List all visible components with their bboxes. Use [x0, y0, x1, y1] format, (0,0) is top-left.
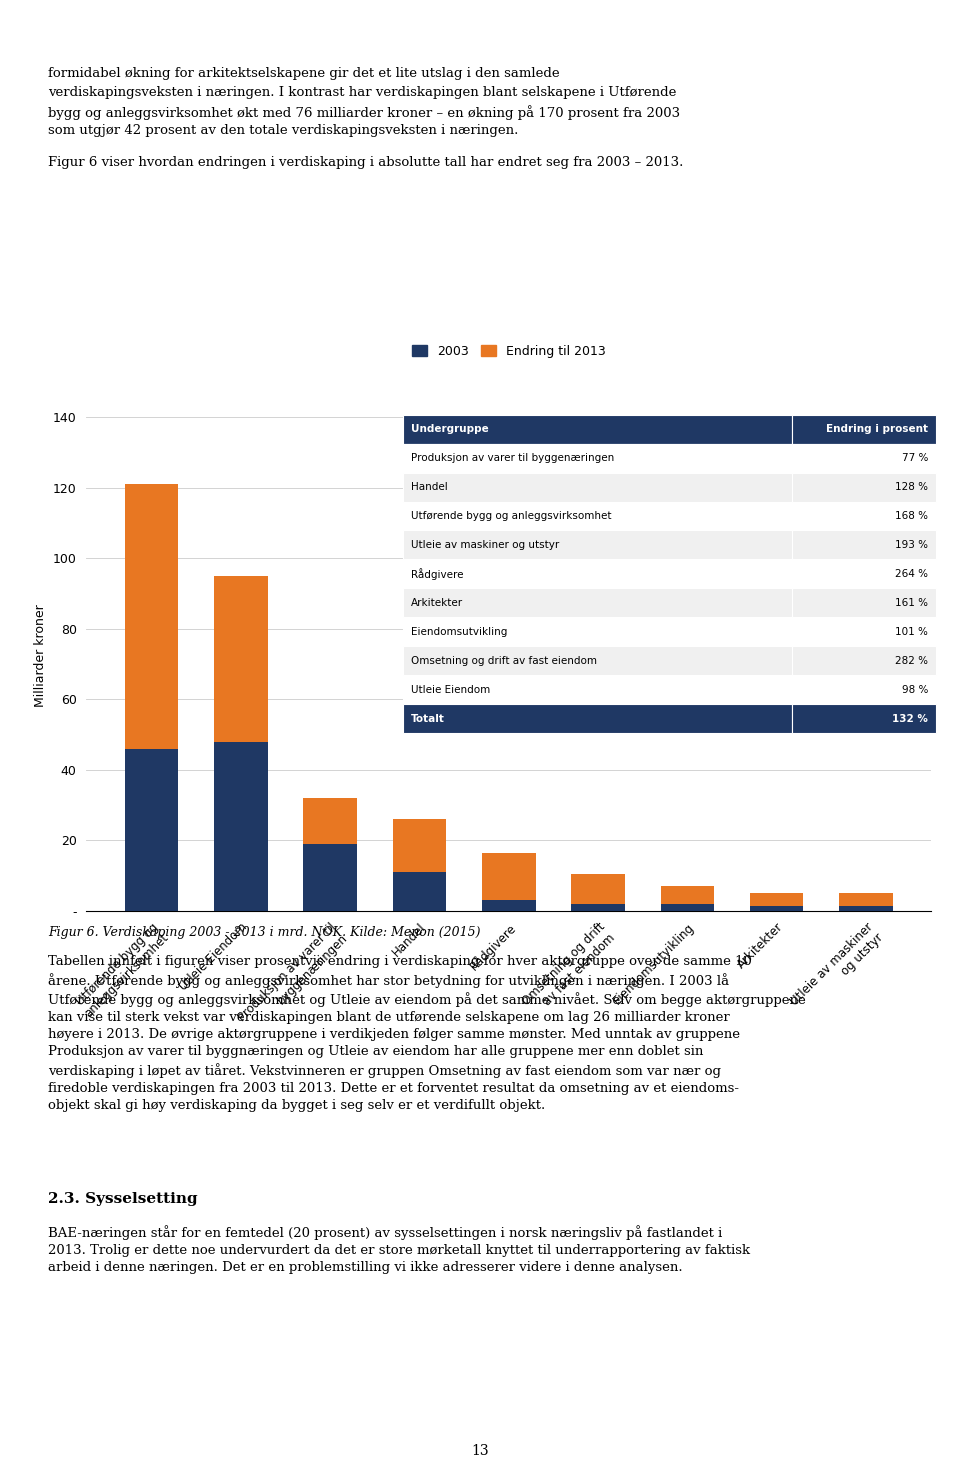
Text: Arkitekter: Arkitekter: [411, 598, 464, 607]
Text: Handel: Handel: [411, 481, 448, 492]
Text: 168 %: 168 %: [895, 511, 928, 521]
Text: Omsetning og drift av fast eiendom: Omsetning og drift av fast eiendom: [411, 656, 597, 666]
Bar: [750, 893, 804, 905]
FancyBboxPatch shape: [792, 530, 936, 560]
Bar: [125, 484, 179, 749]
Text: Tabellen innfelt i figuren viser prosentvis endring i verdiskaping for hver aktø: Tabellen innfelt i figuren viser prosent…: [48, 955, 805, 1112]
Text: Produksjon av varer til byggenæringen: Produksjon av varer til byggenæringen: [411, 453, 614, 464]
Text: 282 %: 282 %: [895, 656, 928, 666]
Bar: [214, 742, 268, 911]
Text: 193 %: 193 %: [895, 541, 928, 549]
FancyBboxPatch shape: [403, 618, 792, 646]
Bar: [660, 903, 714, 911]
Bar: [839, 893, 893, 905]
Bar: [125, 749, 179, 911]
Bar: [393, 872, 446, 911]
Text: formidabel økning for arkitektselskapene gir det et lite utslag i den samlede: formidabel økning for arkitektselskapene…: [48, 67, 560, 80]
FancyBboxPatch shape: [403, 703, 792, 733]
Text: verdiskapingsveksten i næringen. I kontrast har verdiskapingen blant selskapene : verdiskapingsveksten i næringen. I kontr…: [48, 86, 677, 99]
Text: 264 %: 264 %: [895, 569, 928, 579]
FancyBboxPatch shape: [792, 472, 936, 502]
Text: bygg og anleggsvirksomhet økt med 76 milliarder kroner – en økning på 170 prosen: bygg og anleggsvirksomhet økt med 76 mil…: [48, 105, 680, 120]
Bar: [482, 853, 536, 900]
FancyBboxPatch shape: [403, 502, 792, 530]
Text: 101 %: 101 %: [895, 626, 928, 637]
Bar: [571, 903, 625, 911]
Y-axis label: Milliarder kroner: Milliarder kroner: [35, 604, 47, 706]
FancyBboxPatch shape: [403, 675, 792, 703]
FancyBboxPatch shape: [403, 472, 792, 502]
Legend: 2003, Endring til 2013: 2003, Endring til 2013: [407, 339, 611, 363]
Text: Utleie av maskiner og utstyr: Utleie av maskiner og utstyr: [411, 541, 560, 549]
Text: Endring i prosent: Endring i prosent: [826, 424, 928, 434]
FancyBboxPatch shape: [792, 415, 936, 444]
FancyBboxPatch shape: [403, 646, 792, 675]
Text: Totalt: Totalt: [411, 714, 445, 724]
Text: 132 %: 132 %: [892, 714, 928, 724]
FancyBboxPatch shape: [792, 588, 936, 618]
Bar: [303, 798, 357, 844]
Bar: [750, 905, 804, 911]
FancyBboxPatch shape: [403, 415, 792, 444]
Text: Undergruppe: Undergruppe: [411, 424, 489, 434]
Text: som utgjør 42 prosent av den totale verdiskapingsveksten i næringen.: som utgjør 42 prosent av den totale verd…: [48, 124, 518, 138]
Bar: [660, 886, 714, 903]
Text: 77 %: 77 %: [901, 453, 928, 464]
Bar: [214, 576, 268, 742]
Bar: [839, 905, 893, 911]
Text: Rådgivere: Rådgivere: [411, 567, 464, 581]
Text: Figur 6 viser hvordan endringen i verdiskaping i absolutte tall har endret seg f: Figur 6 viser hvordan endringen i verdis…: [48, 156, 684, 169]
Text: 128 %: 128 %: [895, 481, 928, 492]
FancyBboxPatch shape: [792, 444, 936, 472]
FancyBboxPatch shape: [403, 560, 792, 588]
Text: Utførende bygg og anleggsvirksomhet: Utførende bygg og anleggsvirksomhet: [411, 511, 612, 521]
FancyBboxPatch shape: [792, 618, 936, 646]
Text: 13: 13: [471, 1444, 489, 1457]
FancyBboxPatch shape: [403, 444, 792, 472]
Text: 98 %: 98 %: [901, 684, 928, 695]
Text: 161 %: 161 %: [895, 598, 928, 607]
Text: Eiendomsutvikling: Eiendomsutvikling: [411, 626, 508, 637]
FancyBboxPatch shape: [792, 502, 936, 530]
FancyBboxPatch shape: [792, 703, 936, 733]
Bar: [482, 900, 536, 911]
FancyBboxPatch shape: [403, 588, 792, 618]
Bar: [393, 819, 446, 872]
FancyBboxPatch shape: [792, 675, 936, 703]
FancyBboxPatch shape: [792, 646, 936, 675]
Text: Figur 6. Verdiskaping 2003 - 2013 i mrd. NOK. Kilde: Menon (2015): Figur 6. Verdiskaping 2003 - 2013 i mrd.…: [48, 926, 481, 939]
FancyBboxPatch shape: [403, 530, 792, 560]
Text: Utleie Eiendom: Utleie Eiendom: [411, 684, 491, 695]
Bar: [303, 844, 357, 911]
Text: BAE-næringen står for en femtedel (20 prosent) av sysselsettingen i norsk næring: BAE-næringen står for en femtedel (20 pr…: [48, 1225, 750, 1274]
FancyBboxPatch shape: [792, 560, 936, 588]
Bar: [571, 874, 625, 903]
Text: 2.3. Sysselsetting: 2.3. Sysselsetting: [48, 1192, 198, 1206]
